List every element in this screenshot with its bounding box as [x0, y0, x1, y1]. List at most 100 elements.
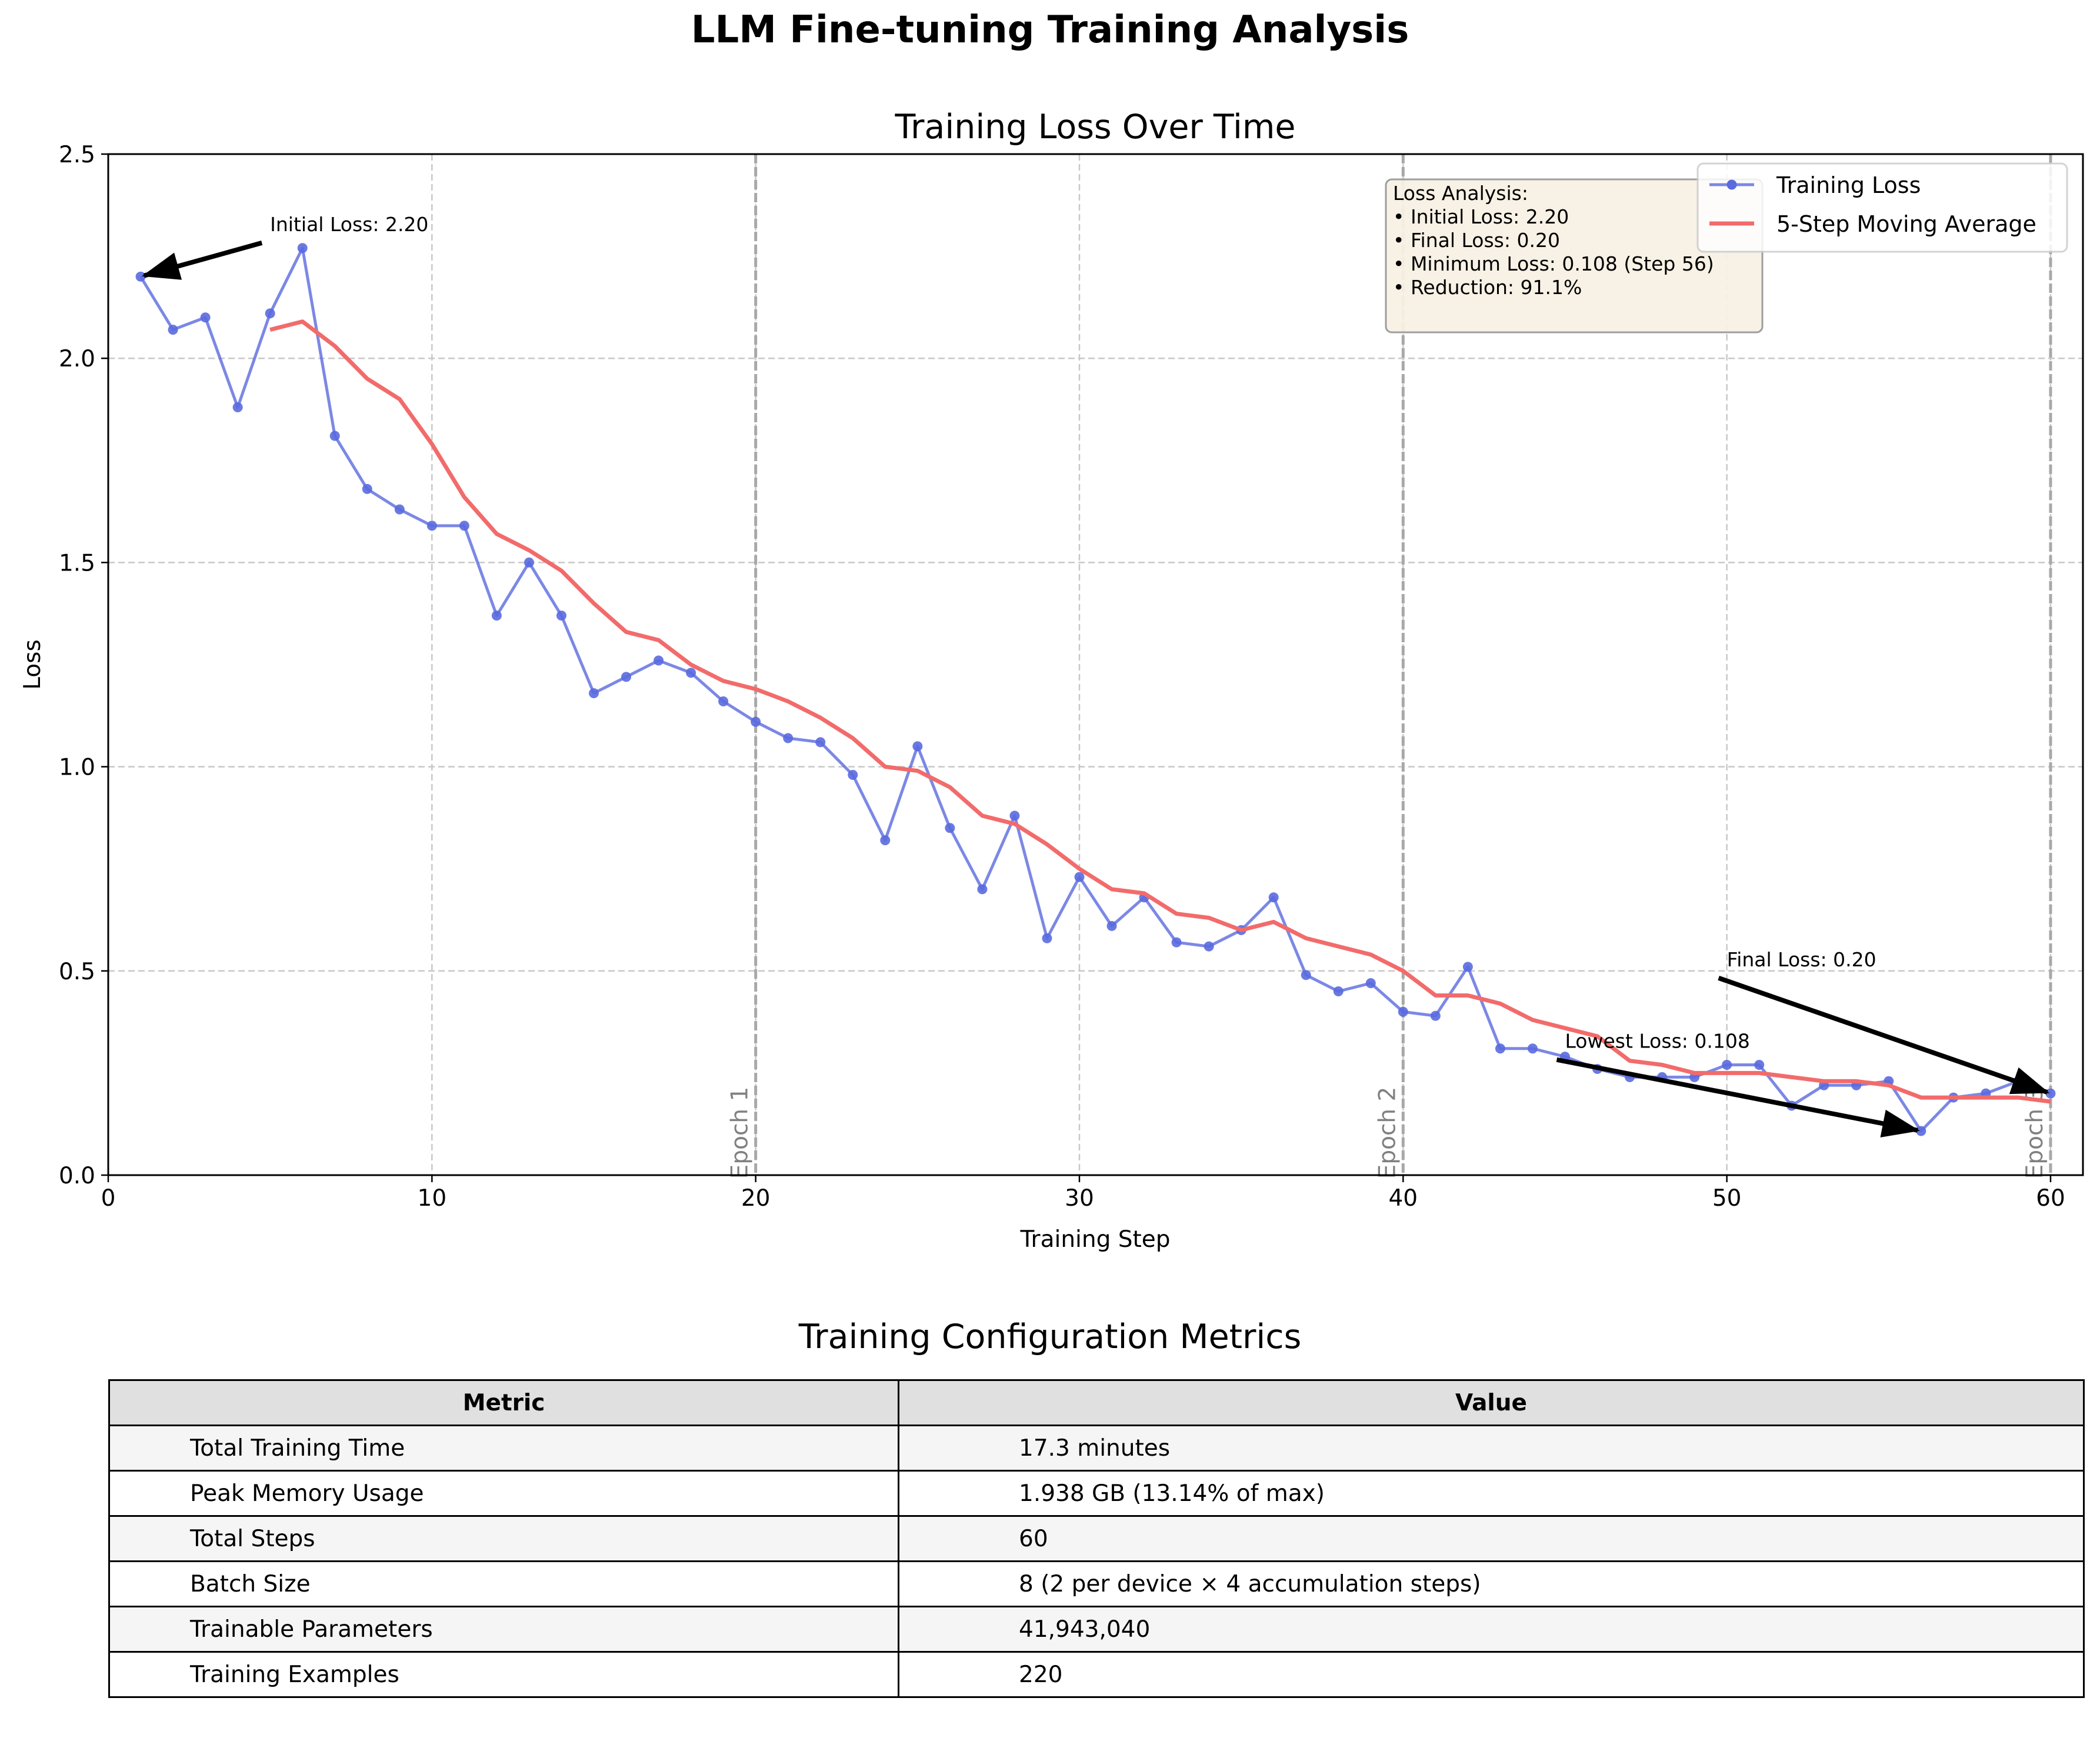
legend-label-training-loss: Training Loss [1776, 172, 1921, 198]
training-loss-point [848, 769, 858, 780]
value-cell: 41,943,040 [898, 1606, 2085, 1653]
axes: 0 10 20 30 40 50 60 0.0 0.5 1.0 1.5 2.0 2.5 [59, 142, 2065, 1212]
training-loss-point [426, 521, 437, 531]
training-loss-point [1365, 978, 1376, 989]
x-tick-label: 30 [1065, 1185, 1094, 1212]
table-row: Training Examples 220 [108, 1651, 2085, 1698]
training-loss-point [1268, 892, 1279, 903]
training-loss-point [621, 672, 632, 682]
training-loss-point [977, 884, 988, 895]
table-title: Training Configuration Metrics [798, 1317, 1302, 1356]
series-layer [135, 243, 2056, 1136]
x-axis-label: Training Step [1019, 1226, 1170, 1253]
metric-cell: Peak Memory Usage [108, 1470, 899, 1517]
chart-title: Training Loss Over Time [895, 108, 1296, 146]
training-loss-point [1171, 937, 1182, 948]
training-loss-point [1042, 933, 1052, 943]
stats-line: • Initial Loss: 2.20 [1393, 205, 1569, 228]
training-loss-point [945, 823, 955, 833]
training-loss-point [1204, 941, 1214, 952]
training-loss-point [1074, 872, 1085, 882]
annotation-label: Final Loss: 0.20 [1727, 948, 1876, 971]
value-cell: 8 (2 per device × 4 accumulation steps) [898, 1560, 2085, 1607]
training-loss-point [362, 483, 372, 494]
metric-cell: Total Training Time [108, 1425, 899, 1472]
y-tick-label: 1.0 [59, 755, 95, 781]
training-loss-point [783, 733, 794, 743]
training-loss-point [654, 655, 664, 666]
x-tick-label: 40 [1388, 1185, 1418, 1212]
training-loss-point [135, 271, 146, 282]
y-tick-label: 0.5 [59, 959, 95, 985]
table-row: Peak Memory Usage 1.938 GB (13.14% of ma… [108, 1470, 2085, 1517]
y-tick-label: 2.5 [59, 142, 95, 168]
legend-label-moving-average: 5-Step Moving Average [1776, 211, 2036, 237]
table-header-row: Metric Value [108, 1379, 2085, 1426]
value-cell: 1.938 GB (13.14% of max) [898, 1470, 2085, 1517]
y-axis-label: Loss [19, 639, 46, 690]
training-loss-point [1722, 1060, 1732, 1070]
y-tick-label: 1.5 [59, 550, 95, 576]
grid [107, 153, 2083, 1176]
metric-cell: Training Examples [108, 1651, 899, 1698]
training-loss-point [556, 611, 566, 621]
training-loss-point [200, 312, 211, 323]
epoch-label: Epoch 1 [727, 1087, 754, 1179]
x-tick-label: 50 [1712, 1185, 1742, 1212]
stats-line: • Reduction: 91.1% [1393, 276, 1582, 299]
annotation-arrow [1556, 1057, 1920, 1137]
value-cell: 60 [898, 1515, 2085, 1562]
header-metric: Metric [108, 1379, 899, 1426]
annotation-arrow [1718, 976, 2050, 1095]
x-tick-label: 60 [2036, 1185, 2065, 1212]
annotation-label: Initial Loss: 2.20 [270, 213, 428, 236]
stats-box: Loss Analysis:• Initial Loss: 2.20• Fina… [1385, 178, 1764, 333]
table-row: Total Training Time 17.3 minutes [108, 1425, 2085, 1472]
x-tick-label: 20 [741, 1185, 771, 1212]
legend-marker-training-loss [1726, 179, 1737, 190]
metric-cell: Batch Size [108, 1560, 899, 1607]
y-tick-label: 2.0 [59, 346, 95, 372]
metrics-table: Metric Value Total Training Time 17.3 mi… [108, 1379, 2085, 1698]
training-loss-point [524, 557, 534, 568]
y-tick-label: 0.0 [59, 1163, 95, 1189]
training-loss-point [880, 835, 891, 846]
training-loss-point [329, 431, 340, 441]
training-loss-point [1916, 1126, 1926, 1136]
plot-frame [107, 153, 2084, 1176]
epoch-label: Epoch 2 [1374, 1087, 1401, 1179]
annotation-label: Lowest Loss: 0.108 [1565, 1030, 1749, 1053]
stats-box-background [1385, 178, 1764, 333]
value-cell: 17.3 minutes [898, 1425, 2085, 1472]
training-loss-point [588, 688, 599, 699]
epoch-lines: Epoch 1 Epoch 2 Epoch 3 [727, 154, 2052, 1179]
x-tick-label: 0 [101, 1185, 116, 1212]
training-loss-point [1430, 1010, 1441, 1021]
training-loss-point [912, 741, 923, 752]
training-loss-point [686, 668, 696, 678]
training-loss-point [1106, 920, 1117, 931]
figure-title: LLM Fine-tuning Training Analysis [691, 8, 1409, 52]
training-loss-point [1333, 986, 1344, 997]
moving-average-line [269, 319, 2051, 1104]
annotation-arrow [141, 241, 263, 280]
training-loss-point [394, 504, 405, 515]
loss-chart: Training Loss Over Time Epoch 1 Epoch 2 Ep… [19, 108, 2084, 1253]
training-loss-point [1462, 962, 1473, 972]
metric-cell: Total Steps [108, 1515, 899, 1562]
training-loss-point [1301, 970, 1311, 980]
training-loss-point [168, 325, 178, 335]
header-value: Value [898, 1379, 2085, 1426]
training-loss-point [1527, 1043, 1538, 1054]
stats-line: Loss Analysis: [1393, 182, 1528, 205]
training-loss-point [718, 696, 729, 706]
table-row: Trainable Parameters 41,943,040 [108, 1606, 2085, 1653]
stats-line: • Final Loss: 0.20 [1393, 229, 1560, 252]
value-cell: 220 [898, 1651, 2085, 1698]
training-loss-point [815, 737, 826, 748]
training-loss-point [1754, 1060, 1765, 1070]
legend-box [1696, 162, 2068, 253]
training-loss-line [139, 246, 2051, 1133]
x-tick-label: 10 [418, 1185, 447, 1212]
